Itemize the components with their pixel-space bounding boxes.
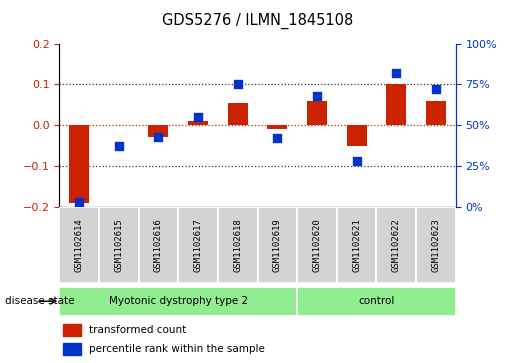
Text: GSM1102622: GSM1102622 [392, 218, 401, 272]
Point [313, 93, 321, 99]
Point [273, 135, 281, 141]
Bar [63, 343, 81, 355]
Point [352, 158, 360, 164]
Bar [69, 125, 89, 203]
Text: control: control [358, 296, 394, 306]
Bar [139, 207, 178, 283]
Bar [376, 207, 416, 283]
Bar [297, 207, 337, 283]
Point [114, 143, 123, 149]
Text: GSM1102616: GSM1102616 [154, 218, 163, 272]
Text: percentile rank within the sample: percentile rank within the sample [89, 344, 265, 354]
Bar [337, 207, 376, 283]
Bar [218, 207, 258, 283]
Point [432, 86, 440, 92]
Bar [59, 287, 297, 316]
Text: GDS5276 / ILMN_1845108: GDS5276 / ILMN_1845108 [162, 13, 353, 29]
Text: GSM1102614: GSM1102614 [75, 218, 83, 272]
Bar [416, 207, 456, 283]
Text: GSM1102615: GSM1102615 [114, 218, 123, 272]
Point [75, 199, 83, 205]
Bar [297, 287, 456, 316]
Text: GSM1102619: GSM1102619 [273, 218, 282, 272]
Text: GSM1102620: GSM1102620 [313, 218, 321, 272]
Text: Myotonic dystrophy type 2: Myotonic dystrophy type 2 [109, 296, 248, 306]
Bar [228, 103, 248, 125]
Bar [178, 207, 218, 283]
Point [194, 114, 202, 120]
Text: transformed count: transformed count [89, 325, 186, 335]
Bar [99, 207, 139, 283]
Bar [267, 125, 287, 129]
Bar [258, 207, 297, 283]
Point [392, 70, 401, 76]
Bar [188, 121, 208, 125]
Bar [63, 324, 81, 336]
Text: GSM1102621: GSM1102621 [352, 218, 361, 272]
Point [154, 134, 163, 139]
Text: disease state: disease state [5, 296, 75, 306]
Bar [426, 101, 446, 125]
Text: GSM1102618: GSM1102618 [233, 218, 242, 272]
Point [234, 81, 242, 87]
Bar [148, 125, 168, 138]
Bar [59, 207, 99, 283]
Text: GSM1102617: GSM1102617 [194, 218, 202, 272]
Bar [307, 101, 327, 125]
Bar [347, 125, 367, 146]
Bar [386, 84, 406, 125]
Text: GSM1102623: GSM1102623 [432, 218, 440, 272]
